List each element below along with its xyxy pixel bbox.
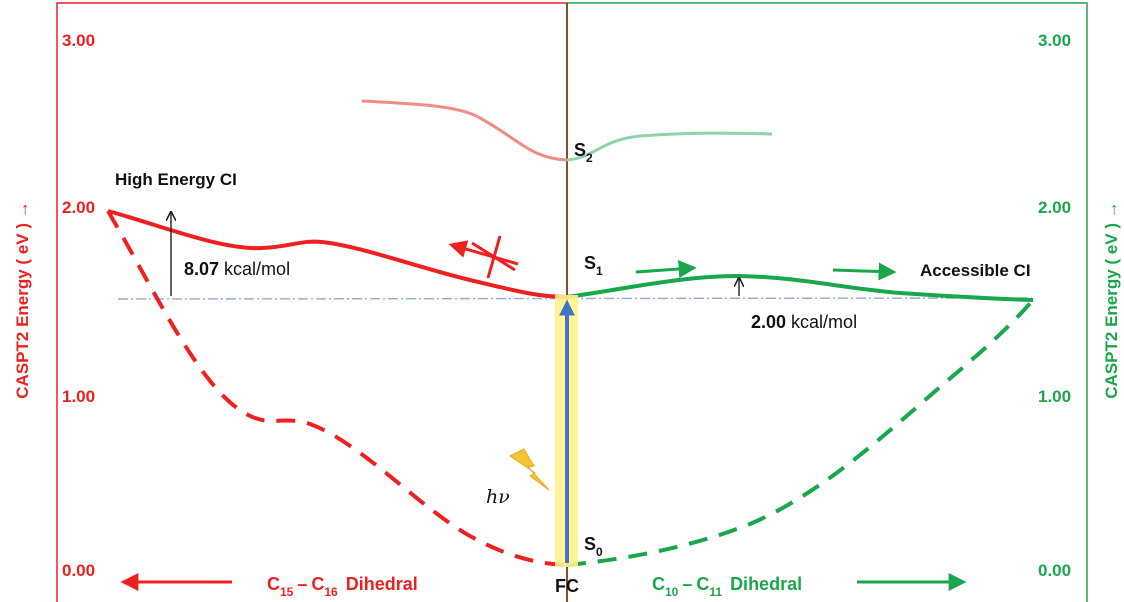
left-axis-title: CASPT2 Energy ( eV ) → [13,201,32,398]
accessible-ci-label: Accessible CI [920,261,1031,280]
blocked-x-stroke-2 [486,235,502,279]
left-dihedral-label: C15– C16 Dihedral [267,574,418,599]
photon-label: hν [486,486,510,508]
barrier-left-label: 8.07 kcal/mol [184,259,290,279]
s1-label: S1 [584,253,603,278]
right-dihedral-label: C10– C11 Dihedral [652,574,802,599]
right-tick-0: 0.00 [1038,561,1071,580]
s0-curve-left [106,209,568,567]
s1-curve-left [107,209,568,299]
high-energy-ci-label: High Energy CI [115,170,237,189]
s2-curve-left [361,99,568,162]
left-panel-frame [56,2,568,602]
progress-arrow-1 [635,260,697,278]
progress-arrow-2 [832,262,897,281]
s1-curve-right [566,273,1034,302]
barrier-right-label: 2.00 kcal/mol [751,312,857,332]
s0-curve-right [566,298,1035,567]
right-tick-2: 2.00 [1038,198,1071,217]
left-tick-1: 1.00 [62,387,95,406]
s2-curve-right [566,131,773,162]
blocked-path-arrow [448,240,519,266]
lightning-icon [509,448,550,491]
franck-condon-label: FC [555,576,579,596]
right-axis-title: CASPT2 Energy ( eV ) → [1102,201,1121,398]
right-tick-3: 3.00 [1038,31,1071,50]
s2-label: S2 [574,140,593,165]
left-tick-2: 2.00 [62,198,95,217]
left-tick-0: 0.00 [62,561,95,580]
right-panel-frame [566,2,1088,602]
right-tick-1: 1.00 [1038,387,1071,406]
s0-label: S0 [584,534,603,559]
left-tick-3: 3.00 [62,31,95,50]
